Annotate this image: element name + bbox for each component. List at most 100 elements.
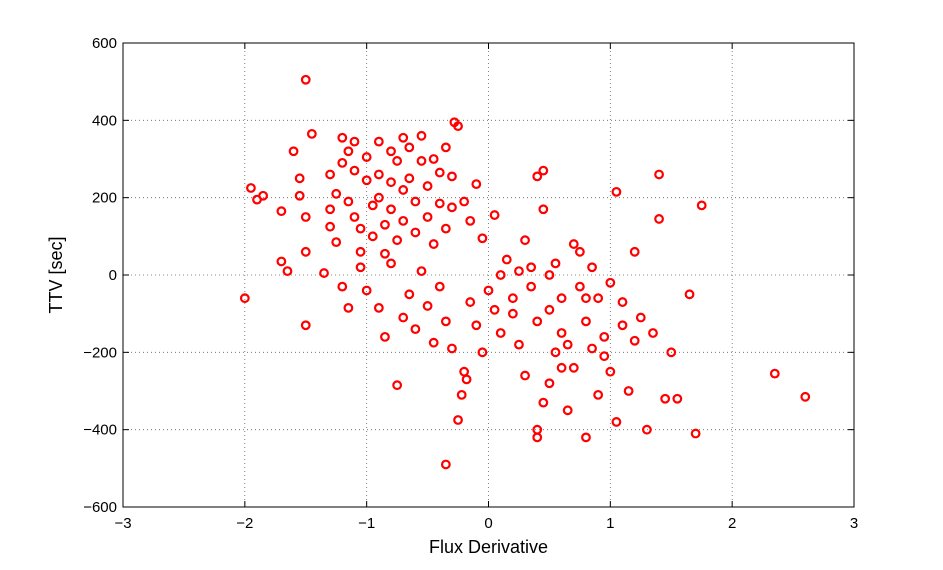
data-point [410,196,421,207]
data-point [404,289,415,300]
data-point [666,347,677,358]
data-point [239,293,250,304]
data-point [319,268,329,278]
data-point [300,74,311,85]
data-point [428,337,439,348]
data-point [471,179,482,190]
data-point [367,200,378,211]
data-point [447,171,457,182]
data-point [373,169,384,180]
data-point [447,343,457,354]
data-point [453,121,463,132]
data-point [349,165,360,176]
data-point [611,186,622,197]
data-point [556,362,567,373]
data-point [440,316,451,327]
data-point [544,378,555,389]
data-point [532,432,543,443]
data-point [361,175,372,186]
data-point [800,391,811,402]
data-point [325,204,336,215]
data-point [501,254,512,265]
data-point [361,285,372,296]
data-point [544,304,555,315]
data-point [568,239,579,249]
data-point [246,183,256,193]
data-point [623,386,634,396]
data-point [489,210,500,220]
axis-ticks: −3 −2 −1 0 1 2 3 600 400 200 0 −200 −400 −600 [83,35,858,532]
x-tick-label: 0 [484,515,492,532]
data-point [300,212,311,222]
data-point [593,389,604,400]
y-tick-label: 600 [92,35,117,52]
data-point [410,227,421,238]
data-point [373,302,384,313]
data-point [398,132,409,143]
data-point [282,266,293,277]
data-point [386,258,396,269]
data-point [581,432,591,443]
data-point [294,173,305,184]
data-point [447,202,457,213]
data-point [386,177,396,188]
data-point [593,293,604,304]
data-point [440,142,451,153]
data-point [288,146,299,157]
data-point [331,237,342,248]
data-point [648,328,658,338]
data-point [495,270,506,280]
data-point [380,219,390,230]
data-point [434,167,445,178]
data-point [367,231,378,242]
data-point [434,198,445,209]
data-point [428,239,439,249]
data-point [611,417,622,427]
data-point [544,270,555,280]
data-point [556,328,567,338]
data-point [550,258,561,269]
data-point [556,293,567,304]
data-point [416,156,427,166]
data-point [654,214,664,224]
data-point [532,316,543,327]
data-point [386,146,396,157]
data-point [416,130,427,141]
data-point [300,320,311,331]
data-point [538,397,549,408]
grid-lines [123,43,854,507]
x-tick-label: −2 [236,515,253,532]
y-tick-label: 200 [92,190,117,207]
data-point [605,366,616,377]
data-point [690,428,701,439]
data-point [355,262,366,273]
x-tick-label: 3 [850,515,858,532]
data-point [422,212,433,222]
data-point [495,328,506,338]
data-point [568,362,579,373]
data-point [349,212,360,222]
data-point [461,374,472,385]
data-point [696,200,707,211]
data-point [392,380,403,391]
data-point [428,154,439,164]
data-point [562,405,573,416]
data-point [629,335,640,346]
data-point [355,246,366,257]
data-point [574,281,585,292]
y-axis-label: TTV [sec] [46,236,66,313]
data-point [477,347,488,358]
data-point [550,347,561,358]
data-point [422,181,433,191]
data-point [404,173,415,184]
x-tick-label: −3 [114,515,131,532]
data-point [380,331,390,342]
data-point [514,339,524,350]
data-point [587,343,597,354]
data-point [361,152,372,162]
data-point [617,320,628,331]
data-point [574,246,585,257]
data-point [343,196,354,207]
y-tick-label: 400 [92,112,117,129]
data-point [526,281,537,292]
